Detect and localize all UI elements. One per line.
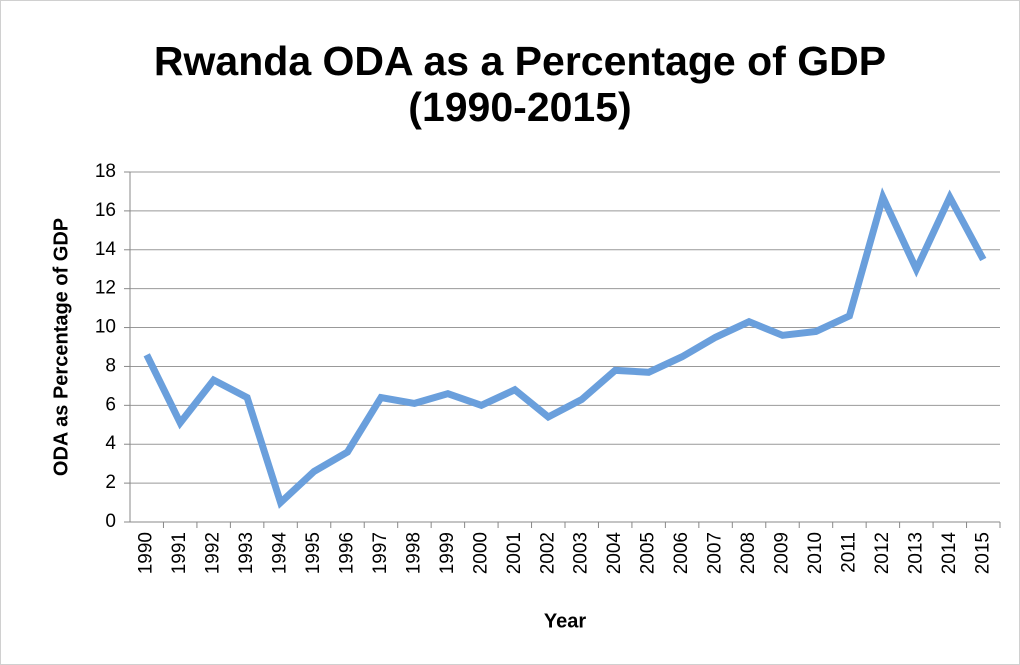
y-tick-label: 6 xyxy=(105,394,116,415)
x-tick-label: 1991 xyxy=(169,532,190,574)
x-tick-label: 1998 xyxy=(403,532,424,574)
x-tick-label: 1993 xyxy=(236,532,257,574)
y-tick-label: 12 xyxy=(95,278,116,299)
x-tick-label: 2009 xyxy=(772,532,793,574)
data-line xyxy=(143,187,987,509)
x-tick-label: 1996 xyxy=(337,532,358,574)
x-tick-label: 2001 xyxy=(504,532,525,574)
x-axis-title: Year xyxy=(544,610,586,632)
x-tick-label: 2004 xyxy=(604,532,625,575)
x-tick-label: 2015 xyxy=(972,532,993,574)
x-tick-label: 2008 xyxy=(738,532,759,574)
y-axis-title: ODA as Percentage of GDP xyxy=(50,218,72,476)
x-tick-label: 2012 xyxy=(872,532,893,574)
x-tick-label: 1994 xyxy=(270,532,291,575)
x-tick-label: 2000 xyxy=(470,532,491,574)
x-tick-label: 1992 xyxy=(203,532,224,574)
x-tick-label: 2011 xyxy=(838,532,859,573)
x-tick-label: 1995 xyxy=(303,532,324,574)
x-tick-label: 2013 xyxy=(905,532,926,574)
y-tick-label: 2 xyxy=(105,472,116,493)
x-tick-label: 2014 xyxy=(939,532,960,575)
y-tick-label: 10 xyxy=(95,317,116,338)
chart-title: Rwanda ODA as a Percentage of GDP xyxy=(154,38,886,84)
y-tick-label: 4 xyxy=(105,433,116,454)
x-tick-label: 2002 xyxy=(537,532,558,574)
x-tick-label: 2007 xyxy=(705,532,726,574)
y-tick-label: 8 xyxy=(105,355,116,376)
y-tick-label: 14 xyxy=(95,239,117,260)
x-tick-label: 1997 xyxy=(370,532,391,574)
x-tick-label: 1999 xyxy=(437,532,458,574)
x-tick-label: 2005 xyxy=(638,532,659,574)
y-tick-label: 16 xyxy=(95,200,116,221)
x-tick-label: 1990 xyxy=(136,532,157,574)
x-tick-label: 2003 xyxy=(571,532,592,574)
x-tick-label: 2010 xyxy=(805,532,826,574)
y-tick-label: 0 xyxy=(105,511,116,532)
x-tick-label: 2006 xyxy=(671,532,692,574)
chart-title: (1990-2015) xyxy=(408,84,631,130)
y-tick-label: 18 xyxy=(95,161,116,182)
